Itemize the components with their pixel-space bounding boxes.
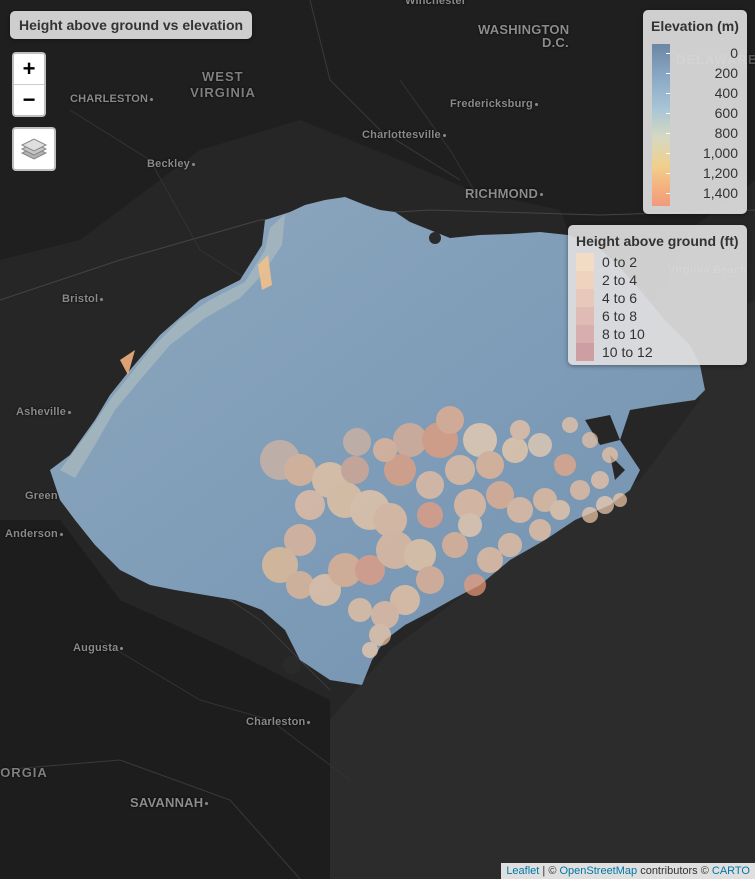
carto-link[interactable]: CARTO [711, 865, 750, 877]
place-label: WEST [202, 69, 244, 84]
place-label: D.C. [542, 35, 569, 50]
place-label: CHARLESTON [70, 93, 154, 105]
place-label: SAVANNAH [130, 795, 209, 810]
place-label: Winchester [405, 0, 467, 7]
elevation-legend: Elevation (m) 0 200 400 600 800 1,000 1,… [643, 10, 747, 214]
legend-item: 6 to 8 [576, 307, 736, 325]
place-label: Beckley [147, 158, 195, 170]
height-legend: Height above ground (ft) 0 to 2 2 to 4 4… [568, 225, 747, 365]
legend-title: Elevation (m) [651, 18, 739, 34]
legend-tick: 600 [714, 105, 738, 121]
legend-swatch [576, 253, 594, 271]
layers-control-button[interactable] [12, 127, 56, 171]
place-label: VIRGINIA [190, 85, 256, 100]
legend-tick: 400 [714, 85, 738, 101]
zoom-in-button[interactable]: + [14, 54, 44, 85]
legend-swatch [576, 325, 594, 343]
legend-tick: 1,200 [702, 165, 738, 181]
place-label: Augusta [73, 642, 124, 654]
place-label: Charlottesville [362, 129, 446, 141]
legend-tick: 1,000 [702, 145, 738, 161]
legend-tick: 1,400 [702, 185, 738, 201]
elevation-color-ramp [652, 44, 670, 206]
place-label: Bristol [62, 293, 104, 305]
place-label: RICHMOND [465, 186, 544, 201]
legend-swatch [576, 307, 594, 325]
place-label: Fredericksburg [450, 98, 538, 110]
place-label: WASHINGTON [478, 22, 570, 37]
legend-item: 4 to 6 [576, 289, 736, 307]
osm-link[interactable]: OpenStreetMap [559, 865, 638, 877]
legend-item: 0 to 2 [576, 253, 736, 271]
zoom-control: + − [12, 52, 46, 117]
legend-title: Height above ground (ft) [576, 233, 739, 249]
map-attribution: Leaflet | © OpenStreetMap contributors ©… [501, 863, 755, 879]
place-label: Asheville [16, 406, 72, 418]
legend-item: 8 to 10 [576, 325, 736, 343]
place-label: ORGIA [0, 765, 48, 780]
legend-item: 2 to 4 [576, 271, 736, 289]
zoom-out-button[interactable]: − [22, 87, 36, 112]
place-label: Charleston [246, 716, 311, 728]
legend-tick: 0 [730, 45, 738, 61]
legend-swatch [576, 271, 594, 289]
map-title: Height above ground vs elevation [10, 11, 253, 39]
layers-icon [20, 138, 48, 160]
legend-item: 10 to 12 [576, 343, 736, 361]
legend-tick: 800 [714, 125, 738, 141]
leaflet-link[interactable]: Leaflet [506, 865, 540, 877]
legend-swatch [576, 343, 594, 361]
place-label: Green [25, 490, 58, 502]
legend-tick: 200 [714, 65, 738, 81]
legend-swatch [576, 289, 594, 307]
place-label: Anderson [5, 528, 63, 540]
station-markers [260, 406, 627, 658]
